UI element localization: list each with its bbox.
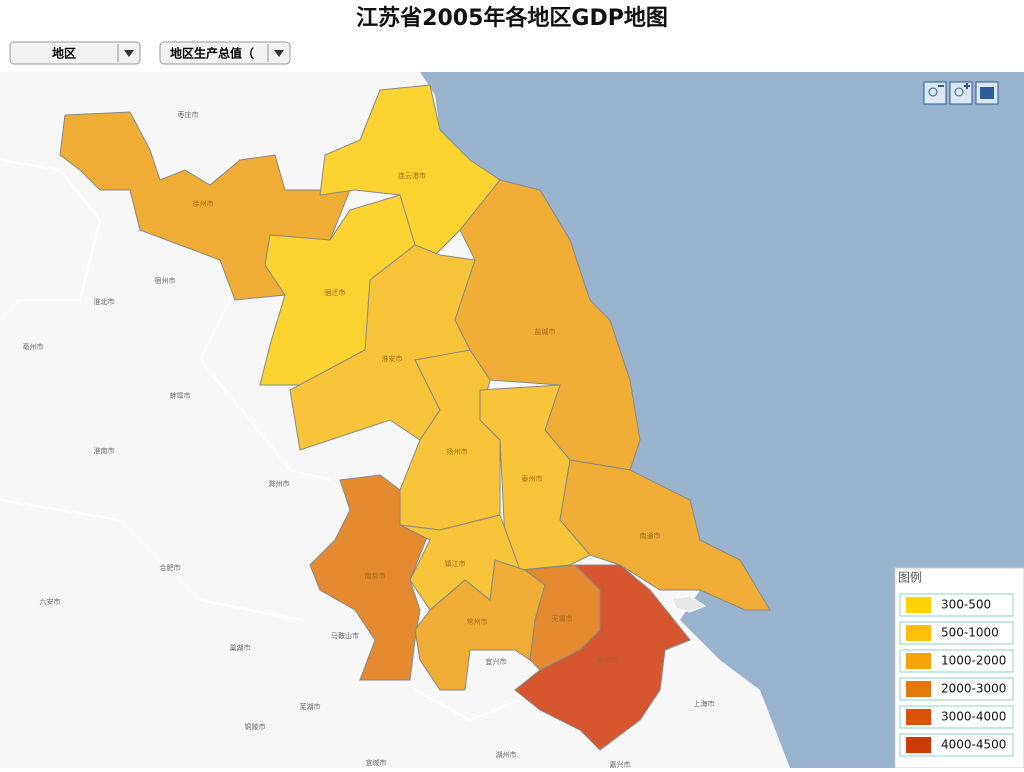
region-label: 徐州市 (193, 199, 214, 208)
region-label: 南通市 (640, 531, 661, 540)
region-label: 盐城市 (535, 327, 556, 336)
dropdown-label: 地区生产总值（ (170, 46, 254, 61)
place-label: 马鞍山市 (331, 631, 359, 640)
arrow (274, 50, 284, 57)
icon (964, 83, 970, 89)
legend-label: 300-500 (941, 598, 991, 612)
region-label: 泰州市 (522, 474, 543, 483)
place-label: 湖州市 (496, 750, 517, 759)
region-label: 淮安市 (382, 354, 403, 363)
place-label: 芜湖市 (300, 702, 321, 711)
icon (954, 87, 964, 97)
region-label: 宿迁市 (325, 288, 346, 297)
place-label: 宣城市 (366, 758, 387, 767)
legend-swatch (906, 597, 931, 613)
region-label: 镇江市 (445, 559, 466, 568)
place-label: 淮南市 (94, 446, 115, 455)
place-label: 六安市 (40, 597, 61, 606)
place-label: 宜兴市 (486, 657, 507, 666)
legend-swatch (906, 625, 931, 641)
place-label: 滁州市 (269, 479, 290, 488)
region-label: 苏州市 (597, 655, 618, 664)
legend-swatch (906, 737, 931, 753)
dropdown[interactable]: 地区 (9, 41, 141, 65)
border (198, 299, 331, 481)
icon (928, 87, 938, 97)
legend-title: 图例 (898, 571, 922, 585)
legend-swatch (906, 653, 931, 669)
border (414, 689, 521, 722)
legend-label: 1000-2000 (941, 654, 1006, 668)
place-label: 上海市 (694, 699, 715, 708)
dropdown-label: 地区 (52, 46, 76, 61)
sea (420, 72, 1024, 768)
dropdown-box[interactable] (9, 41, 141, 65)
place-label: 淮北市 (94, 297, 115, 306)
legend-label: 3000-4000 (941, 710, 1006, 724)
zoom-out[interactable] (923, 81, 947, 105)
place-label: 嘉兴市 (610, 760, 631, 768)
region-label: 连云港市 (398, 171, 426, 180)
place-label: 蚌埠市 (170, 391, 191, 400)
region-label: 常州市 (467, 617, 488, 626)
region[interactable] (479, 384, 591, 571)
place-label: 亳州市 (23, 342, 44, 351)
place-label: 宿州市 (155, 276, 176, 285)
region[interactable] (514, 564, 691, 751)
legend-swatch (906, 681, 931, 697)
region-label: 南京市 (365, 571, 386, 580)
region[interactable] (309, 474, 431, 681)
legend-label: 2000-3000 (941, 682, 1006, 696)
legend-label: 4000-4500 (941, 738, 1006, 752)
region-label: 无锡市 (552, 614, 573, 623)
zoom-controls (923, 81, 999, 105)
dropdown-box[interactable] (159, 41, 291, 65)
dropdown[interactable]: 地区生产总值（ (159, 41, 291, 65)
legend-label: 500-1000 (941, 626, 999, 640)
border (0, 159, 102, 321)
legend-swatch (906, 709, 931, 725)
place-label: 合肥市 (160, 563, 181, 572)
place-label: 铜陵市 (245, 722, 266, 731)
island (671, 595, 707, 613)
place-label: 巢湖市 (230, 643, 251, 652)
icon (980, 87, 994, 99)
title: 江苏省2005年各地区GDP地图 (356, 5, 668, 31)
arrow (124, 50, 134, 57)
place-label: 枣庄市 (178, 110, 199, 119)
border (0, 499, 301, 621)
region-label: 扬州市 (447, 447, 468, 456)
region[interactable] (559, 459, 771, 611)
